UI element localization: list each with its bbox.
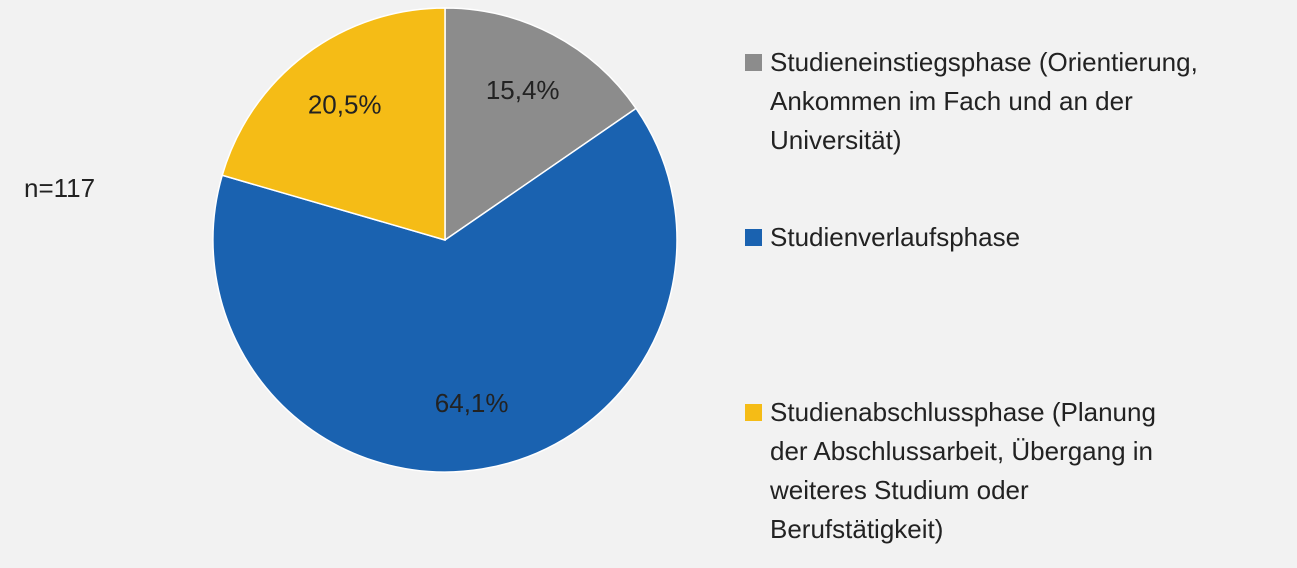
legend-swatch <box>745 404 762 421</box>
legend-item: Studienabschlussphase (Planung der Absch… <box>745 393 1205 549</box>
data-label: 20,5% <box>308 89 382 119</box>
legend-swatch <box>745 229 762 246</box>
legend-label: Studienverlaufsphase <box>770 222 1021 252</box>
pie-slice <box>212 107 678 473</box>
legend-swatch <box>745 54 762 71</box>
legend-item: Studieneinstiegsphase (Orientierung, Ank… <box>745 43 1205 160</box>
pie-slice <box>444 7 638 242</box>
data-label: 15,4% <box>486 75 560 105</box>
legend-label: Studienabschlussphase (Planung der Absch… <box>770 397 1156 544</box>
annotation: n=117 <box>24 173 95 203</box>
legend-item: Studienverlaufsphase <box>745 218 1205 257</box>
legend-label: Studieneinstiegsphase (Orientierung, Ank… <box>770 47 1198 155</box>
data-label: 64,1% <box>435 388 509 418</box>
pie-slice <box>221 7 446 241</box>
